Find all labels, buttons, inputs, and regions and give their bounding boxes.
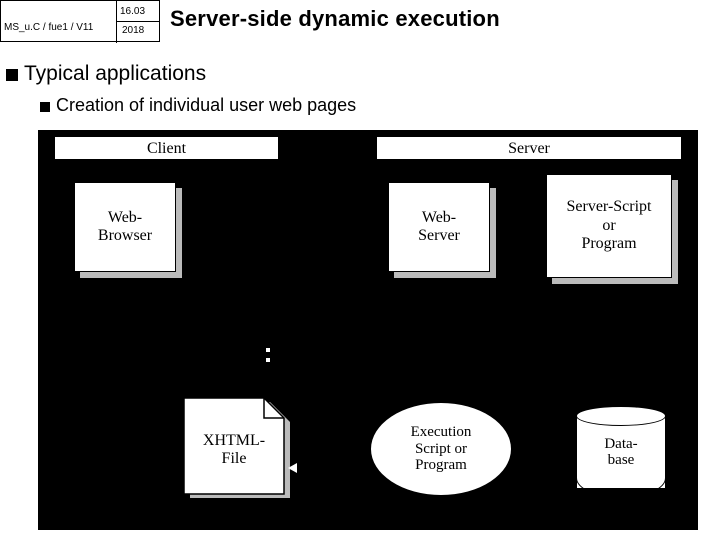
- course-code: MS_u.C / fue1 / V11: [4, 22, 93, 33]
- node-exec-script: Execution Script or Program: [370, 402, 512, 496]
- node-server-script: Server-Script or Program: [546, 174, 672, 278]
- node-web-browser: Web- Browser: [74, 182, 176, 272]
- web-browser-l1: Web-: [108, 209, 142, 227]
- web-server-l1: Web-: [422, 209, 456, 227]
- zone-server: Server: [376, 136, 682, 160]
- server-script-l1: Server-Script: [567, 198, 652, 216]
- xhtml-l1: XHTML-: [203, 432, 265, 449]
- node-web-server: Web- Server: [388, 182, 490, 272]
- bullet-level2: Creation of individual user web pages: [40, 95, 356, 116]
- zone-client: Client: [54, 136, 279, 160]
- exec-l1: Execution: [371, 424, 511, 441]
- exec-l3: Program: [371, 457, 511, 474]
- node-xhtml-file: XHTML- File: [184, 398, 302, 508]
- server-script-l3: Program: [581, 235, 636, 253]
- db-l2: base: [608, 452, 635, 469]
- date-top: 16.03: [120, 6, 145, 17]
- web-server-l2: Server: [418, 227, 460, 245]
- date-bottom: 2018: [122, 25, 144, 36]
- node-database: Data- base: [576, 406, 666, 498]
- bullet-level1: Typical applications: [6, 62, 206, 86]
- flowchart-diagram: Client Server Web- Browser Web- Server S…: [38, 130, 698, 530]
- slide-title: Server-side dynamic execution: [170, 6, 500, 32]
- xhtml-l2: File: [222, 450, 247, 467]
- exec-l2: Script or: [371, 441, 511, 458]
- web-browser-l2: Browser: [98, 227, 152, 245]
- db-l1: Data-: [604, 436, 637, 453]
- server-script-l2: or: [602, 217, 615, 235]
